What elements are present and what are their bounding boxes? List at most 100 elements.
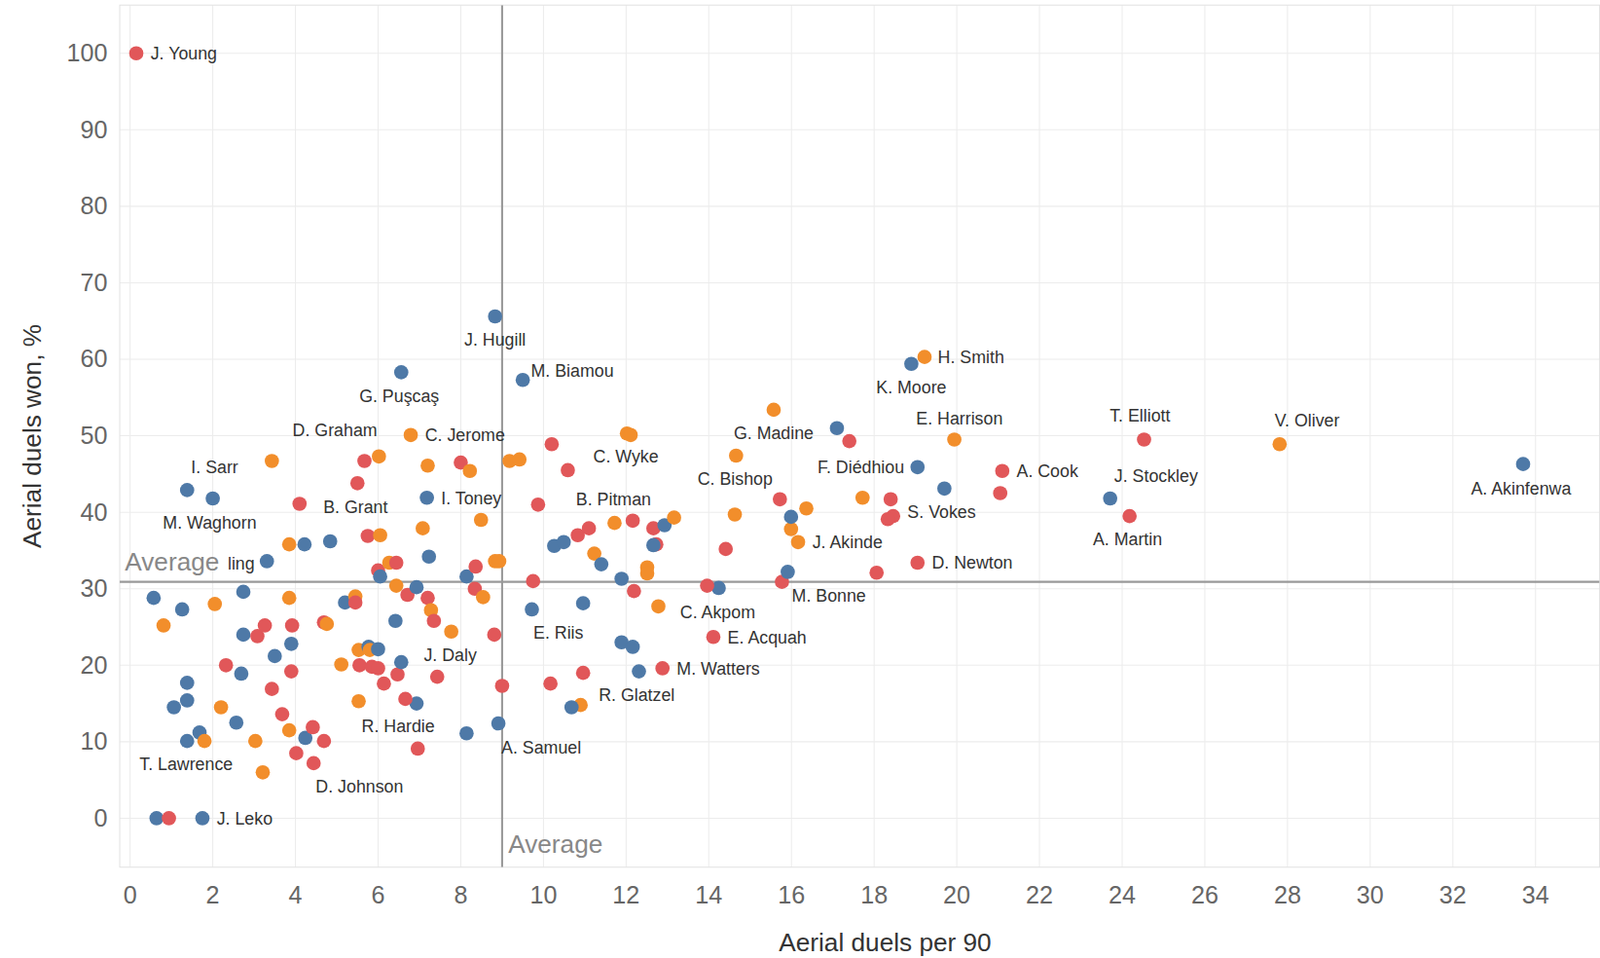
point xyxy=(236,627,252,643)
point xyxy=(323,534,338,549)
x-tick-label: 20 xyxy=(943,880,971,909)
point xyxy=(576,595,591,611)
chart: 0246810121416182022242628303234010203040… xyxy=(0,0,1600,958)
point xyxy=(699,578,715,593)
point xyxy=(214,699,229,715)
x-tick-label: 8 xyxy=(453,880,468,909)
point xyxy=(783,509,799,525)
point-label: A. Cook xyxy=(1017,461,1079,481)
x-tick-label: 24 xyxy=(1108,880,1136,909)
point xyxy=(376,676,392,691)
x-tick-label: 16 xyxy=(777,880,805,909)
point-label: G. Puşcaş xyxy=(359,386,439,406)
point xyxy=(205,491,220,507)
point xyxy=(1516,456,1531,472)
point xyxy=(909,555,925,571)
point xyxy=(285,618,300,633)
point-label: G. Madine xyxy=(733,423,814,443)
point xyxy=(149,810,165,826)
point xyxy=(791,534,806,549)
point xyxy=(525,574,541,589)
point xyxy=(728,448,744,464)
point xyxy=(531,497,546,512)
point xyxy=(180,675,195,691)
point xyxy=(1102,491,1118,507)
point xyxy=(275,706,291,722)
point xyxy=(390,666,405,682)
point-label: H. Smith xyxy=(938,347,1005,367)
point-label: D. Johnson xyxy=(315,776,403,797)
point-label: E. Acquah xyxy=(727,627,807,648)
x-tick-label: 34 xyxy=(1522,880,1550,909)
point-label: ling xyxy=(227,553,255,574)
point xyxy=(352,657,367,673)
point xyxy=(495,678,510,693)
point xyxy=(236,584,252,600)
point xyxy=(146,590,162,606)
point xyxy=(289,745,304,761)
point xyxy=(766,402,782,418)
y-grid-line xyxy=(119,282,1600,284)
point xyxy=(409,580,425,595)
average-label: Average xyxy=(124,546,219,577)
point-label: I. Sarr xyxy=(190,457,239,477)
point xyxy=(651,598,666,614)
point xyxy=(420,590,436,606)
average-line xyxy=(119,581,1600,583)
y-tick-label: 40 xyxy=(79,498,108,526)
point xyxy=(799,501,814,516)
point xyxy=(264,453,280,469)
point xyxy=(937,480,952,496)
point xyxy=(841,434,857,449)
point-label: K. Moore xyxy=(875,377,946,398)
point xyxy=(855,490,871,506)
point xyxy=(305,720,321,735)
y-tick-label: 30 xyxy=(79,574,108,602)
x-tick-label: 0 xyxy=(123,880,138,909)
point-label: I. Toney xyxy=(440,488,502,509)
point xyxy=(351,693,366,709)
point xyxy=(625,639,641,655)
point-label: A. Samuel xyxy=(501,737,582,758)
point-label: J. Daly xyxy=(423,645,476,665)
plot-frame xyxy=(119,4,1600,867)
y-grid-line xyxy=(119,205,1600,207)
point xyxy=(394,654,409,670)
point xyxy=(564,699,580,715)
point xyxy=(398,691,413,707)
point xyxy=(161,810,177,826)
point-label: V. Oliver xyxy=(1274,410,1341,431)
point-label: C. Akpom xyxy=(680,602,756,622)
point xyxy=(361,528,376,544)
point xyxy=(625,512,641,528)
point xyxy=(631,663,647,679)
point xyxy=(257,618,273,633)
point xyxy=(218,657,234,673)
point xyxy=(166,699,182,715)
point xyxy=(909,459,925,474)
point xyxy=(389,578,404,593)
point xyxy=(576,665,591,681)
point xyxy=(388,613,403,628)
point xyxy=(421,548,437,564)
point xyxy=(156,618,172,633)
point xyxy=(207,596,222,612)
point xyxy=(248,733,263,749)
point xyxy=(640,566,655,582)
y-tick-label: 100 xyxy=(67,38,109,67)
point xyxy=(491,716,507,731)
grid xyxy=(119,4,1600,867)
point xyxy=(1136,432,1152,447)
point xyxy=(394,364,409,380)
x-tick-label: 18 xyxy=(860,880,888,909)
point xyxy=(430,669,445,685)
x-axis-title: Aerial duels per 90 xyxy=(778,927,991,957)
y-tick-label: 10 xyxy=(79,727,108,755)
point xyxy=(426,613,441,628)
point xyxy=(319,617,334,632)
point-label: D. Graham xyxy=(292,420,378,440)
point xyxy=(370,641,386,656)
point xyxy=(614,571,629,586)
point xyxy=(772,491,788,507)
point xyxy=(475,589,491,605)
